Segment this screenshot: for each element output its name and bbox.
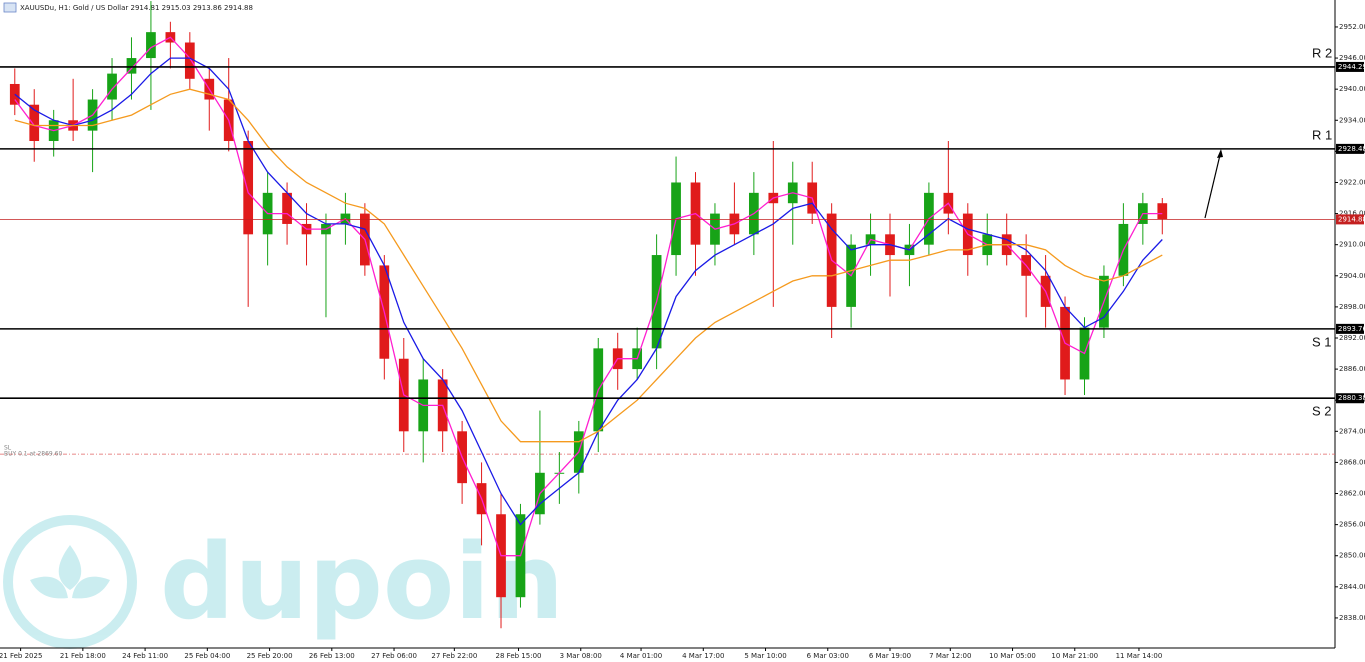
moving-average (14, 57, 1163, 526)
watermark-leaf (30, 545, 110, 599)
y-tick-label: 2850.00 (1339, 552, 1365, 560)
x-tick-label: 27 Feb 06:00 (371, 652, 417, 660)
candle-body (146, 32, 156, 59)
x-tick-label: 7 Mar 12:00 (929, 652, 971, 660)
watermark-ring (3, 515, 137, 649)
level-tag-bg (1336, 143, 1364, 154)
x-tick-label: 5 Mar 10:00 (744, 652, 786, 660)
level-label: S 1 (1312, 334, 1332, 349)
x-tick-label: 4 Mar 17:00 (682, 652, 724, 660)
y-tick-label: 2898.00 (1339, 303, 1365, 311)
x-tick-label: 26 Feb 13:00 (309, 652, 355, 660)
order-label: BUY 0.1 at 2869.60 (4, 451, 62, 458)
order-tag: SL (4, 445, 12, 452)
y-tick-label: 2838.00 (1339, 614, 1365, 622)
level-tag: 2928.48 (1338, 145, 1365, 153)
x-tick-label: 3 Mar 08:00 (560, 652, 602, 660)
x-tick-label: 25 Feb 04:00 (184, 652, 230, 660)
y-tick-label: 2892.00 (1339, 334, 1365, 342)
y-tick-label: 2934.00 (1339, 116, 1365, 124)
candle-body (29, 104, 40, 142)
candle-body (126, 58, 137, 74)
level-tag: 2944.29 (1338, 63, 1365, 71)
level-tag-bg (1336, 393, 1364, 404)
level-tag-bg (1336, 323, 1364, 334)
symbol-icon (3, 2, 17, 13)
level-label: S 2 (1312, 404, 1332, 419)
y-tick-label: 2916.00 (1339, 210, 1365, 218)
current-price-tag: 2914.88 (1338, 215, 1365, 223)
y-tick-label: 2922.00 (1339, 178, 1365, 186)
y-tick-label: 2886.00 (1339, 365, 1365, 373)
chart-title: XAUUSDu, H1: Gold / US Dollar 2914.81 29… (20, 4, 253, 12)
x-tick-label: 25 Feb 20:00 (247, 652, 293, 660)
x-tick-label: 24 Feb 11:00 (122, 652, 168, 660)
forecast-arrowhead (1217, 149, 1223, 158)
x-tick-label: 27 Feb 22:00 (431, 652, 477, 660)
candle-body (184, 42, 195, 79)
level-tag: 2880.38 (1338, 394, 1365, 402)
y-tick-label: 2940.00 (1339, 85, 1365, 93)
x-tick-label: 21 Feb 2025 (0, 652, 42, 660)
x-tick-label: 28 Feb 15:00 (496, 652, 542, 660)
x-tick-label: 10 Mar 05:00 (989, 652, 1036, 660)
y-tick-label: 2952.00 (1339, 23, 1365, 31)
y-tick-label: 2868.00 (1339, 458, 1365, 466)
y-tick-label: 2904.00 (1339, 272, 1365, 280)
x-tick-label: 21 Feb 18:00 (60, 652, 106, 660)
level-tag-bg (1336, 61, 1364, 72)
x-tick-label: 10 Mar 21:00 (1051, 652, 1098, 660)
x-tick-label: 6 Mar 03:00 (807, 652, 849, 660)
candle-body (1157, 203, 1168, 220)
y-tick-label: 2844.00 (1339, 583, 1365, 591)
level-tag: 2893.76 (1338, 325, 1365, 333)
candle-body (243, 141, 254, 235)
candle-body (107, 73, 117, 100)
level-label: R 1 (1312, 127, 1332, 142)
candle-body (282, 192, 292, 224)
x-tick-label: 11 Mar 14:00 (1116, 652, 1163, 660)
current-price-tag-bg (1336, 214, 1364, 225)
moving-average (14, 36, 1163, 557)
y-tick-label: 2856.00 (1339, 521, 1365, 529)
y-tick-label: 2910.00 (1339, 241, 1365, 249)
x-tick-label: 4 Mar 01:00 (620, 652, 662, 660)
y-tick-label: 2874.00 (1339, 427, 1365, 435)
watermark: dupoin (3, 515, 564, 649)
x-tick-label: 6 Mar 19:00 (869, 652, 911, 660)
y-tick-label: 2862.00 (1339, 490, 1365, 498)
level-label: R 2 (1312, 45, 1332, 60)
forecast-arrow (1204, 154, 1221, 219)
y-tick-label: 2946.00 (1339, 54, 1365, 62)
moving-average (14, 88, 1163, 443)
